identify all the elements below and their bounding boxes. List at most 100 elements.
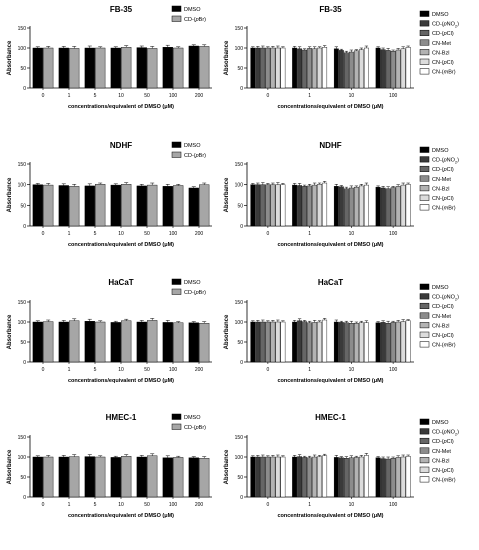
y-tick-label: 150 bbox=[235, 435, 244, 441]
y-tick-label: 150 bbox=[235, 162, 244, 168]
x-axis-label: concentrations/equivalent of DMSO (μM) bbox=[68, 378, 174, 384]
bar bbox=[348, 51, 354, 89]
chart-panel-7: HMEC-1 0 50 100 150 Absorbance 0 1 5 10 50 100 200 co… bbox=[7, 413, 212, 519]
bar bbox=[400, 456, 406, 498]
bar bbox=[250, 456, 256, 498]
y-tick-label: 50 bbox=[20, 203, 26, 209]
bar bbox=[395, 457, 401, 498]
bar bbox=[307, 322, 313, 363]
y-tick-label: 100 bbox=[18, 46, 27, 52]
x-tick-label: 50 bbox=[144, 231, 150, 237]
bar bbox=[121, 456, 132, 498]
bar bbox=[199, 323, 210, 363]
bar bbox=[322, 182, 328, 227]
legend-swatch bbox=[419, 293, 430, 300]
x-tick-label: 0 bbox=[266, 502, 269, 508]
legend-swatch bbox=[419, 146, 430, 153]
x-tick-label: 1 bbox=[308, 93, 311, 99]
bar bbox=[136, 456, 147, 498]
x-tick-label: 10 bbox=[349, 367, 355, 373]
y-tick-label: 0 bbox=[240, 360, 243, 366]
legend-label: CN-(pCl) bbox=[432, 60, 454, 66]
bar bbox=[69, 48, 80, 89]
bar bbox=[333, 321, 339, 363]
bar bbox=[255, 456, 261, 498]
bar bbox=[270, 456, 276, 498]
bar bbox=[136, 321, 147, 363]
x-tick-label: 10 bbox=[118, 93, 124, 99]
x-tick-label: 100 bbox=[169, 367, 178, 373]
x-tick-label: 0 bbox=[42, 367, 45, 373]
bar bbox=[333, 186, 339, 227]
y-tick-label: 100 bbox=[235, 320, 244, 326]
bar bbox=[358, 49, 364, 89]
bar bbox=[380, 49, 386, 89]
bar bbox=[292, 321, 298, 363]
legend-swatch bbox=[419, 312, 430, 319]
bar bbox=[343, 188, 349, 227]
legend-label: CN-Met bbox=[432, 449, 451, 455]
legend-label: CN-Met bbox=[432, 177, 451, 183]
bar bbox=[265, 184, 271, 227]
bar bbox=[364, 455, 369, 498]
legend-label: CN-Met bbox=[432, 314, 451, 320]
bar bbox=[110, 47, 121, 89]
bar bbox=[280, 184, 286, 227]
bar bbox=[358, 185, 364, 227]
bar bbox=[312, 48, 318, 89]
x-tick-label: 100 bbox=[169, 502, 178, 508]
legend-label: CD-(pCl) bbox=[432, 304, 454, 310]
bar bbox=[375, 457, 381, 498]
bar bbox=[302, 457, 308, 498]
bar bbox=[136, 47, 147, 89]
bar bbox=[250, 47, 256, 89]
chart-title: HMEC-1 bbox=[315, 413, 346, 422]
legend-swatch bbox=[419, 283, 430, 290]
bar bbox=[69, 456, 80, 498]
legend-label: DMSO bbox=[432, 285, 449, 291]
bar bbox=[69, 186, 80, 227]
x-tick-label: 1 bbox=[308, 502, 311, 508]
x-tick-label: 1 bbox=[308, 231, 311, 237]
legend-label: CN-(mBr) bbox=[432, 70, 456, 76]
bar bbox=[353, 323, 359, 363]
bar bbox=[84, 456, 95, 498]
bar bbox=[343, 322, 349, 363]
bar bbox=[302, 49, 308, 89]
x-tick-label: 50 bbox=[144, 93, 150, 99]
legend-swatch bbox=[171, 15, 182, 22]
bar bbox=[338, 322, 344, 363]
legend-swatch bbox=[419, 447, 430, 454]
x-tick-label: 10 bbox=[349, 231, 355, 237]
bar bbox=[297, 185, 303, 227]
bar bbox=[260, 321, 266, 363]
legend-label: CD-(pBr) bbox=[184, 17, 206, 23]
legend-swatch bbox=[171, 288, 182, 295]
bar bbox=[95, 321, 106, 363]
bar bbox=[317, 321, 323, 363]
bar bbox=[32, 456, 43, 498]
bar bbox=[173, 457, 184, 498]
legend-label: CN-Bzl bbox=[432, 50, 449, 56]
bar bbox=[292, 456, 298, 498]
legend-label: CN-Met bbox=[432, 41, 451, 47]
chart-title: FB-35 bbox=[110, 5, 133, 14]
x-tick-label: 10 bbox=[349, 93, 355, 99]
bar bbox=[395, 186, 401, 227]
bar bbox=[147, 184, 158, 227]
x-tick-label: 100 bbox=[169, 231, 178, 237]
bar bbox=[312, 456, 318, 498]
legend-label: CD-(pBr) bbox=[184, 290, 206, 296]
y-tick-label: 150 bbox=[18, 162, 27, 168]
bar bbox=[375, 322, 381, 363]
bar bbox=[317, 184, 323, 227]
bar bbox=[380, 187, 386, 227]
y-tick-label: 0 bbox=[240, 224, 243, 230]
bar bbox=[302, 186, 308, 227]
x-tick-label: 10 bbox=[349, 502, 355, 508]
legend-swatch bbox=[419, 156, 430, 163]
x-tick-label: 10 bbox=[118, 367, 124, 373]
legend: DMSO CD-(pNO2) CD-(pCl) CN-Met CN-Bzl CN-(pCl… bbox=[419, 418, 459, 484]
x-tick-label: 100 bbox=[389, 367, 398, 373]
bar bbox=[333, 457, 339, 498]
